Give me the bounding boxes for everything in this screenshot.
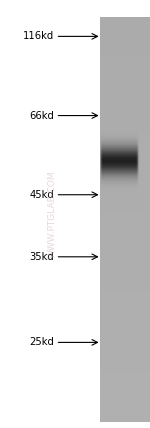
Text: 35kd: 35kd: [29, 252, 54, 262]
Bar: [0, 0, 100, 428]
Text: 25kd: 25kd: [29, 337, 54, 348]
Text: 66kd: 66kd: [29, 110, 54, 121]
Text: 45kd: 45kd: [29, 190, 54, 200]
Text: 116kd: 116kd: [23, 31, 54, 42]
Text: WWW.PTGLAB.COM: WWW.PTGLAB.COM: [48, 170, 57, 258]
Bar: [100, 17, 150, 422]
